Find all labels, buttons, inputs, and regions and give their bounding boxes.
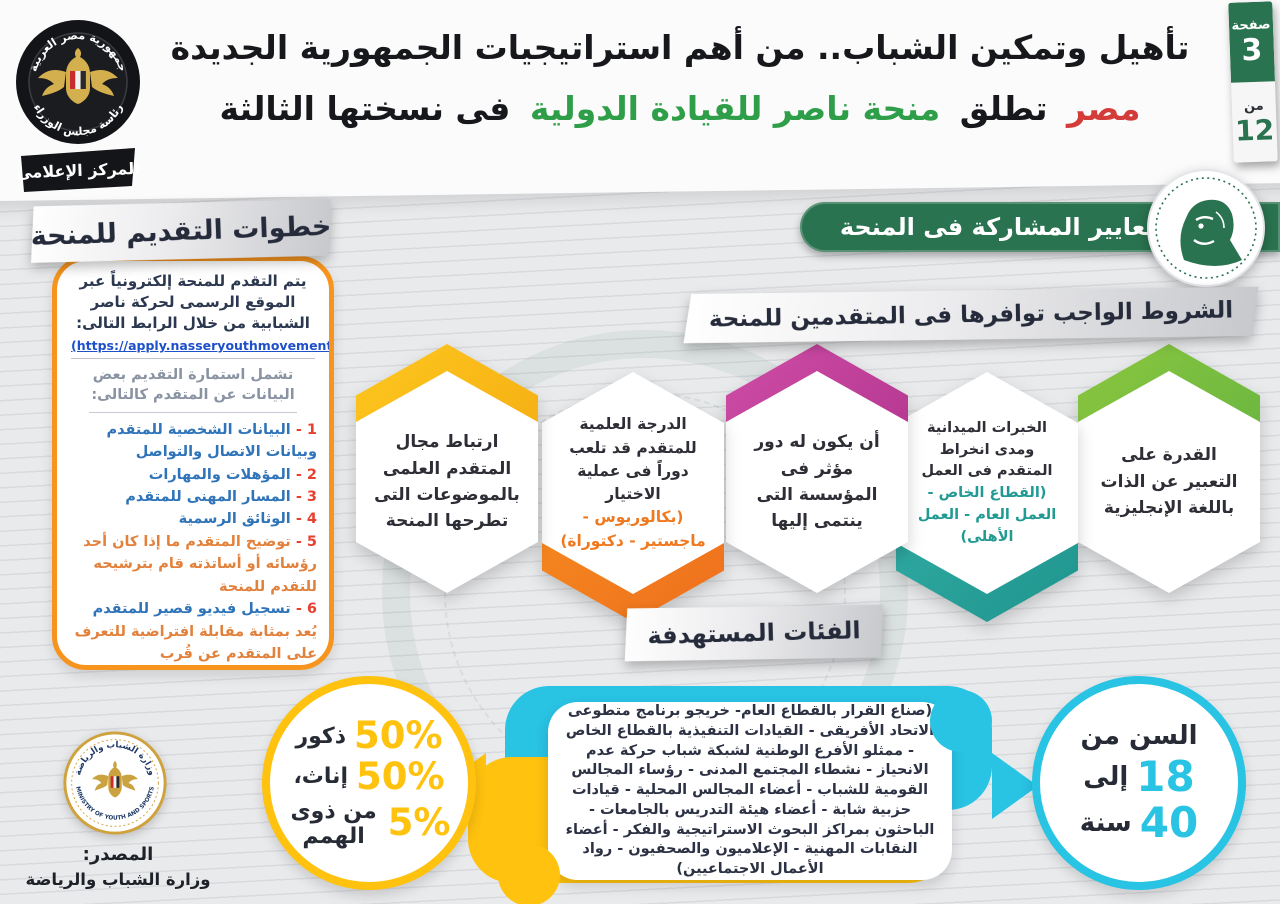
list-item: 2 - المؤهلات والمهارات (69, 464, 317, 486)
hexagon-text: القدرة على التعبير عن الذات باللغة الإنج… (1078, 371, 1260, 593)
title-word-launches: تطلق (959, 88, 1048, 128)
age-row: 40 سنة (1052, 797, 1226, 847)
list-item: 3 - المسار المهنى للمتقدم (69, 486, 317, 508)
page-tab-current: صفحة 3 (1228, 1, 1275, 83)
list-item: 5 - توضيح المتقدم ما إذا كان أحد رؤسائه … (69, 531, 317, 598)
quota-label: ذكور (295, 723, 346, 749)
hexagon-field-experience: الخبرات الميدانية ومدى انخراط المتقدم فى… (896, 372, 1078, 622)
quota-label: إناث، (293, 764, 348, 790)
item-text: المسار المهنى للمتقدم (125, 489, 291, 505)
item-text: الوثائق الرسمية (178, 511, 291, 528)
source-name: وزارة الشباب والرياضة (25, 870, 211, 889)
title-line-2: مصر تطلق منحة ناصر للقيادة الدولية فى نس… (150, 85, 1210, 133)
criteria-header-title: معايير المشاركة فى المنحة (839, 213, 1161, 241)
age-to-word: إلى (1083, 761, 1129, 792)
steps-note-text: تشمل استمارة التقديم بعض البيانات عن الم… (89, 365, 297, 413)
page-tab-total: من 12 (1231, 81, 1278, 162)
main-title: تأهيل وتمكين الشباب.. من أهم استراتيجيات… (150, 24, 1210, 133)
targets-ribbon: الفئات المستهدفة (623, 601, 884, 666)
source-label: المصدر: (82, 844, 154, 865)
age-row: 18 إلى (1052, 751, 1226, 801)
conditions-title: الشروط الواجب توافرها فى المتقدمين للمنح… (708, 297, 1234, 333)
steps-section-ribbon: خطوات التقديم للمنحة (29, 195, 333, 268)
quota-row: 50% إناث، (282, 754, 456, 798)
hexagon-influential-role: أن يكون له دور مؤثر فى المؤسسة التى ينتم… (726, 344, 908, 594)
nasser-portrait-icon (1180, 199, 1242, 266)
page-word: صفحة (1231, 17, 1271, 34)
gender-quota-circle: 50% ذكور 50% إناث، 5% من ذوى الهمم (262, 676, 476, 890)
application-steps-box: يتم التقدم للمنحة إلكترونياً عبر الموقع … (52, 256, 334, 670)
conditions-ribbon: الشروط الواجب توافرها فى المتقدمين للمنح… (683, 283, 1260, 347)
title-grant-name: منحة ناصر للقيادة الدولية (529, 88, 941, 128)
item-number: 4 - (295, 511, 317, 528)
title-word-egypt: مصر (1067, 88, 1141, 128)
hexagon-text: الخبرات الميدانية ومدى انخراط المتقدم فى… (896, 372, 1078, 594)
application-link[interactable]: (https://apply.nasseryouthmovement.net) (71, 338, 329, 359)
hexagon-english-ability: القدرة على التعبير عن الذات باللغة الإنج… (1078, 344, 1260, 594)
item-text: تسجيل فيديو قصير للمتقدم (92, 601, 291, 618)
target-categories-text: (صناع القرار بالقطاع العام- خريجو برنامج… (565, 703, 935, 878)
ministry-eagle-icon (91, 760, 139, 798)
hexagon-subtext: (القطاع الخاص - العمل العام - العمل الأه… (917, 485, 1057, 545)
page-of-word: من (1243, 98, 1264, 115)
page-current-number: 3 (1240, 32, 1263, 69)
page-number-tab: صفحة 3 من 12 (1228, 1, 1278, 163)
cyan-corner-knob (930, 690, 992, 752)
cyan-right-arrow-icon (992, 753, 1038, 819)
list-item: 6 - تسجيل فيديو قصير للمتقدم يُعد بمثابة… (69, 598, 317, 665)
ministry-of-youth-and-sports-logo: وزارة الشباب والرياضة MINISTRY OF YOUTH … (62, 730, 168, 836)
hexagon-academic-degree: الدرجة العلمية للمتقدم قد تلعب دوراً فى … (542, 372, 724, 622)
age-from-number: 18 (1136, 751, 1195, 801)
quota-row: 50% ذكور (282, 713, 456, 757)
item-text: توضيح المتقدم ما إذا كان أحد رؤسائه أو أ… (83, 533, 317, 595)
page-total-number: 12 (1234, 113, 1275, 148)
item-text: المؤهلات والمهارات (148, 466, 291, 483)
item-extra-text: يُعد بمثابة مقابلة افتراضية للتعرف على ا… (74, 623, 317, 663)
quota-percent: 50% (355, 754, 445, 798)
age-title: السن من (1080, 721, 1198, 752)
yellow-corner-knob (498, 844, 560, 904)
hexagon-field-relevance: ارتباط مجال المتقدم العلمى بالموضوعات ال… (356, 344, 538, 594)
media-center-banner: المركز الإعلامى (16, 159, 140, 182)
hexagon-text: الدرجة العلمية للمتقدم قد تلعب دوراً فى … (542, 372, 724, 594)
item-number: 6 - (295, 601, 317, 618)
application-data-list: 1 - البيانات الشخصية للمتقدم وبيانات الا… (67, 419, 319, 665)
item-number: 2 - (295, 466, 317, 483)
nasser-youth-movement-logo (1146, 168, 1266, 288)
age-range-circle: السن من 18 إلى 40 سنة (1032, 676, 1246, 890)
item-number: 3 - (295, 489, 317, 505)
title-edition: فى نسختها الثالثة (219, 88, 511, 128)
title-line-1: تأهيل وتمكين الشباب.. من أهم استراتيجيات… (170, 28, 1190, 67)
target-categories-box: (صناع القرار بالقطاع العام- خريجو برنامج… (548, 702, 952, 880)
item-number: 5 - (295, 533, 317, 550)
quota-percent: 50% (354, 713, 443, 757)
list-item: 4 - الوثائق الرسمية (69, 508, 317, 530)
egypt-government-emblem: جمهورية مصر العربية رئاسة مجلس الوزراء ا… (12, 14, 144, 200)
steps-intro-text: يتم التقدم للمنحة إلكترونياً عبر الموقع … (76, 272, 310, 332)
golden-eagle-icon (38, 48, 118, 104)
quota-label: من ذوى الهمم (290, 798, 377, 849)
targets-title: الفئات المستهدفة (647, 616, 862, 650)
steps-section-title: خطوات التقديم للمنحة (30, 210, 332, 252)
age-years-word: سنة (1079, 807, 1132, 838)
hexagon-subtext: (بكالوريوس - ماجستير - دكتوراة) (560, 508, 706, 550)
quota-row: 5% من ذوى الهمم (282, 799, 456, 850)
item-text: البيانات الشخصية للمتقدم وبيانات الاتصال… (106, 421, 317, 461)
quota-percent: 5% (387, 801, 451, 845)
hexagon-text: أن يكون له دور مؤثر فى المؤسسة التى ينتم… (726, 371, 908, 593)
hexagon-text: ارتباط مجال المتقدم العلمى بالموضوعات ال… (356, 371, 538, 593)
list-item: 1 - البيانات الشخصية للمتقدم وبيانات الا… (69, 419, 317, 464)
item-number: 1 - (295, 421, 317, 438)
age-to-number: 40 (1139, 797, 1199, 847)
